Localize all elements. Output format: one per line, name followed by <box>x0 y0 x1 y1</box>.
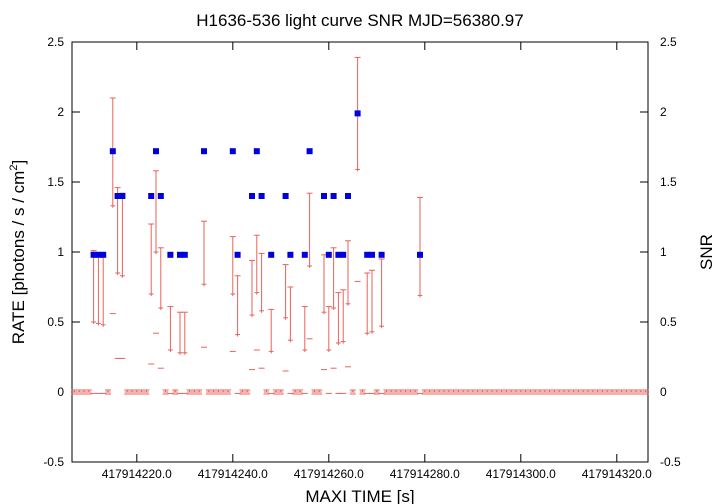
y-tick-label: 1.5 <box>47 175 64 189</box>
x-tick-label: 417914300.0 <box>486 467 556 481</box>
chart-title: H1636-536 light curve SNR MJD=56380.97 <box>196 11 523 30</box>
y-axis-label: RATE [photons / s / cm2] <box>8 160 28 344</box>
snr-point <box>201 148 207 155</box>
snr-point <box>354 110 361 117</box>
x-tick-label: 417914320.0 <box>582 467 652 481</box>
y-tick-label: 1 <box>57 245 64 259</box>
y2-tick-label: 1.5 <box>660 175 677 189</box>
snr-point <box>119 193 126 199</box>
y-label-text: RATE [photons / s / cm <box>9 171 28 345</box>
snr-point <box>234 251 241 258</box>
x-axis-label: MAXI TIME [s] <box>305 487 414 504</box>
y-tick-label: -0.5 <box>43 455 64 469</box>
snr-point <box>306 148 313 155</box>
y2-tick-label: 0 <box>660 385 667 399</box>
snr-point <box>95 251 102 258</box>
y2-tick-label: 2 <box>660 105 667 119</box>
snr-point <box>340 251 347 258</box>
y2-tick-label: 0.5 <box>660 315 677 329</box>
snr-point <box>249 193 255 199</box>
snr-point <box>148 193 155 199</box>
snr-point <box>153 148 159 155</box>
snr-point <box>378 251 385 258</box>
y2-tick-label: 2.5 <box>660 35 677 49</box>
snr-point <box>100 251 107 258</box>
snr-point <box>417 251 423 258</box>
snr-point <box>90 251 97 258</box>
snr-point <box>258 193 265 199</box>
x-tick-label: 417914260.0 <box>294 467 364 481</box>
y-tick-label: 2.5 <box>47 35 64 49</box>
snr-point <box>325 251 332 258</box>
y-label-text: ] <box>9 160 28 165</box>
x-tick-label: 417914240.0 <box>198 467 268 481</box>
snr-point <box>364 251 371 258</box>
x-tick-label: 417914220.0 <box>102 467 172 481</box>
snr-point <box>157 193 164 199</box>
snr-point <box>369 251 375 258</box>
y-tick-label: 0.5 <box>47 315 64 329</box>
snr-point <box>167 251 174 258</box>
y-label-sup: 2 <box>8 165 20 171</box>
x-tick-label: 417914280.0 <box>390 467 460 481</box>
y-tick-label: 0 <box>57 385 64 399</box>
snr-point <box>268 251 275 258</box>
snr-point <box>177 251 183 258</box>
snr-point <box>321 193 327 199</box>
snr-point <box>287 251 294 258</box>
snr-point <box>345 193 351 199</box>
snr-point <box>301 251 308 258</box>
snr-point <box>229 148 236 155</box>
y2-tick-label: 1 <box>660 245 667 259</box>
y2-tick-label: -0.5 <box>660 455 681 469</box>
y-tick-label: 2 <box>57 105 64 119</box>
snr-point <box>330 193 337 199</box>
snr-point <box>335 251 342 258</box>
snr-point <box>109 148 116 155</box>
snr-point <box>253 148 260 155</box>
snr-point <box>181 251 188 258</box>
snr-point <box>282 193 289 199</box>
y2-axis-label: SNR <box>697 234 716 270</box>
snr-point <box>114 193 121 199</box>
